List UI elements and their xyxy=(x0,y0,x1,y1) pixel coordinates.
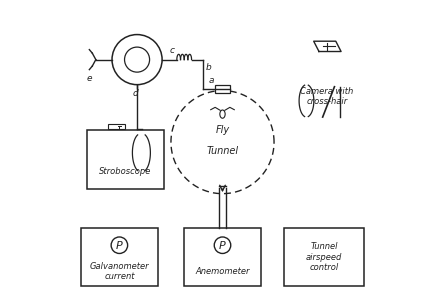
Text: e: e xyxy=(87,74,92,83)
FancyBboxPatch shape xyxy=(87,130,164,189)
FancyBboxPatch shape xyxy=(81,228,158,287)
Text: Tunnel: Tunnel xyxy=(206,146,239,156)
Text: Fly: Fly xyxy=(215,125,230,135)
Text: Tunnel
airspeed
control: Tunnel airspeed control xyxy=(306,242,342,272)
Text: d: d xyxy=(133,89,138,98)
Text: Galvanometer
current: Galvanometer current xyxy=(89,262,149,281)
Text: a: a xyxy=(209,76,214,85)
Text: Anemometer: Anemometer xyxy=(195,267,250,276)
FancyBboxPatch shape xyxy=(215,85,230,94)
Text: b: b xyxy=(206,62,211,72)
Text: Stroboscope: Stroboscope xyxy=(99,167,151,176)
FancyBboxPatch shape xyxy=(184,228,261,287)
Text: $\mathit{P}$: $\mathit{P}$ xyxy=(115,239,124,251)
Text: c: c xyxy=(170,46,175,55)
Text: $\mathit{P}$: $\mathit{P}$ xyxy=(218,239,227,251)
Text: Camera with
cross-hair: Camera with cross-hair xyxy=(300,87,354,106)
FancyBboxPatch shape xyxy=(284,228,364,287)
FancyBboxPatch shape xyxy=(108,123,125,129)
